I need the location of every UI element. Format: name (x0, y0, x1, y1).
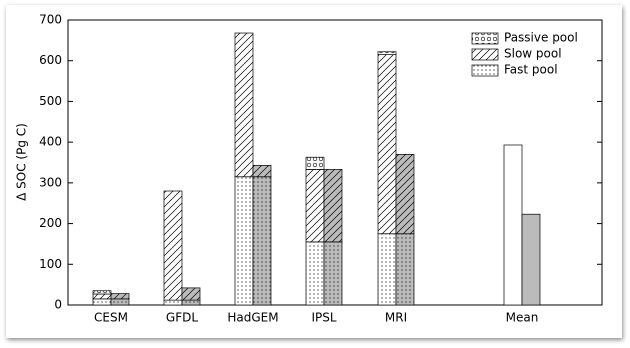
x-tick-label: GFDL (166, 311, 198, 325)
bar-segment (377, 54, 397, 235)
bar-segment (92, 298, 112, 306)
bar-segment (395, 233, 415, 306)
x-tick-label: Mean (506, 311, 539, 325)
y-axis-label: Δ SOC (Pg C) (15, 123, 29, 201)
x-tick-label: IPSL (311, 311, 336, 325)
bar-segment (323, 169, 343, 243)
bar-segment (163, 190, 183, 301)
bar-segment (92, 290, 112, 295)
bar-segment (110, 293, 130, 300)
legend-label: Passive pool (504, 31, 578, 45)
bar (521, 213, 541, 306)
y-tick-label: 300 (39, 175, 62, 189)
bar-segment (181, 299, 201, 306)
bar-segment (305, 156, 325, 170)
y-tick-label: 600 (39, 53, 62, 67)
bar-segment (181, 287, 201, 301)
bar-segment (377, 233, 397, 306)
bar-segment (234, 176, 254, 306)
x-tick-label: MRI (385, 311, 407, 325)
legend-swatch (471, 64, 499, 77)
y-tick-label: 100 (39, 257, 62, 271)
bar-segment (323, 241, 343, 306)
bar-segment (252, 165, 272, 178)
bar-segment (377, 51, 397, 55)
y-tick-label: 0 (54, 298, 62, 312)
y-tick-label: 500 (39, 94, 62, 108)
legend-label: Slow pool (504, 47, 562, 61)
bar-segment (252, 176, 272, 306)
legend-swatch (471, 48, 499, 61)
bar-segment (305, 169, 325, 243)
bar-segment (163, 299, 183, 306)
bar-segment (110, 298, 130, 306)
x-tick-label: HadGEM (227, 311, 278, 325)
y-tick-label: 400 (39, 135, 62, 149)
x-tick-label: CESM (94, 311, 128, 325)
bar (503, 144, 523, 306)
bar-segment (234, 32, 254, 178)
legend-swatch (471, 32, 499, 45)
y-tick-label: 700 (39, 13, 62, 27)
bar-segment (395, 154, 415, 235)
bar-segment (305, 241, 325, 306)
bar-segment (92, 293, 112, 300)
legend-label: Fast pool (504, 63, 558, 77)
y-tick-label: 200 (39, 216, 62, 230)
